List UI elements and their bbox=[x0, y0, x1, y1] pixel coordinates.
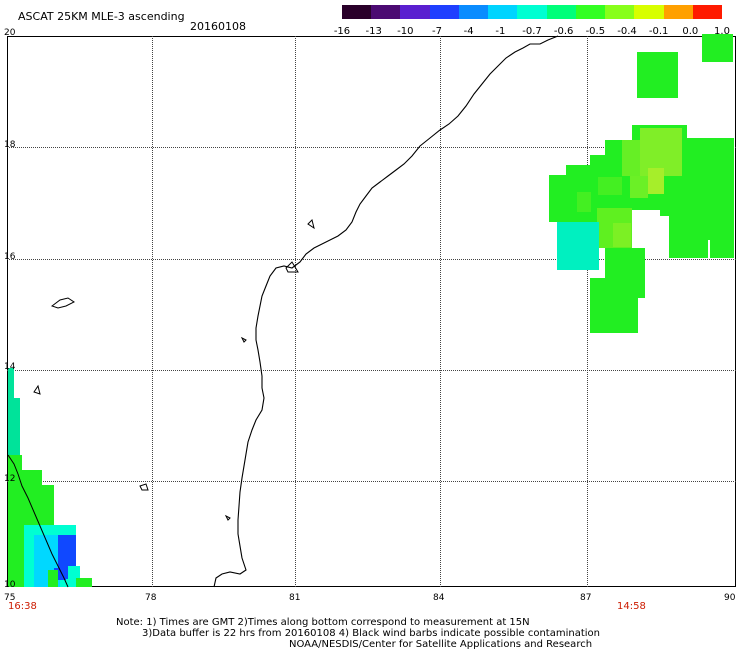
gridline-lat-18 bbox=[7, 147, 736, 148]
coastline-west bbox=[7, 454, 69, 588]
colorbar-cell bbox=[342, 5, 372, 19]
colorbar-label: -13 bbox=[365, 26, 382, 37]
colorbar-label: -0.1 bbox=[648, 26, 669, 37]
colorbar-label: -0.4 bbox=[617, 26, 637, 37]
lat-label-14: 14 bbox=[4, 362, 16, 372]
product-date: 20160108 bbox=[190, 20, 246, 33]
lon-label-78: 78 bbox=[145, 593, 157, 603]
colorbar-label: -1 bbox=[495, 26, 506, 37]
colorbar-label: 1.0 bbox=[714, 26, 730, 37]
lon-label-75: 75 bbox=[4, 593, 16, 603]
colorbar-cell bbox=[605, 5, 635, 19]
lon-label-84: 84 bbox=[433, 593, 445, 603]
colorbar-cell bbox=[546, 5, 577, 19]
colorbar-cell bbox=[634, 5, 665, 19]
colorbar-label: 0.0 bbox=[682, 26, 699, 37]
colorbar-label: -16 bbox=[333, 26, 351, 37]
colorbar-label: -7 bbox=[432, 26, 442, 37]
lat-label-18: 18 bbox=[4, 140, 16, 150]
lat-label-16: 16 bbox=[4, 252, 16, 262]
colorbar: -16 -13 -10 -7 -4 -1 -0.7 -0.6 -0.5 -0.4 -0.1 0.0 1.… bbox=[0, 0, 740, 40]
gridline-lon-81 bbox=[295, 36, 296, 587]
gridline-lat-16 bbox=[7, 259, 736, 260]
map-frame bbox=[7, 36, 736, 587]
gridline-lon-87 bbox=[587, 36, 588, 587]
product-title: ASCAT 25KM MLE-3 ascending bbox=[18, 10, 185, 23]
colorbar-cell bbox=[517, 5, 548, 19]
note-line-2: 3)Data buffer is 22 hrs from 20160108 4)… bbox=[142, 628, 600, 639]
lon-label-90: 90 bbox=[724, 593, 736, 603]
colorbar-cell bbox=[371, 5, 401, 19]
wind-data-northeast bbox=[549, 34, 734, 333]
note-line-3: NOAA/NESDIS/Center for Satellite Applica… bbox=[289, 639, 593, 650]
lon-label-81: 81 bbox=[289, 593, 301, 603]
time-label-left: 16:38 bbox=[8, 601, 37, 612]
colorbar-cell bbox=[488, 5, 518, 19]
colorbar-label: -0.6 bbox=[553, 26, 574, 37]
coastline-east-india bbox=[213, 35, 559, 588]
gridline-lon-84 bbox=[440, 36, 441, 587]
colorbar-label: -0.5 bbox=[585, 26, 606, 37]
lat-label-12: 12 bbox=[4, 474, 16, 484]
island-bay bbox=[50, 297, 75, 309]
gridline-lat-14 bbox=[7, 370, 736, 371]
colorbar-label: -10 bbox=[397, 26, 414, 37]
colorbar-cell bbox=[400, 5, 431, 19]
colorbar-cell bbox=[692, 5, 723, 19]
gridline-lat-12 bbox=[7, 481, 736, 482]
colorbar-cell bbox=[458, 5, 489, 19]
colorbar-cell bbox=[575, 5, 606, 19]
time-label-right: 14:58 bbox=[617, 601, 646, 612]
lat-label-20: 20 bbox=[4, 28, 16, 38]
colorbar-label: -0.7 bbox=[522, 26, 542, 37]
colorbar-cell bbox=[663, 5, 694, 19]
lat-label-10: 10 bbox=[4, 580, 16, 590]
note-line-1: Note: 1) Times are GMT 2)Times along bot… bbox=[116, 617, 530, 628]
lon-label-87: 87 bbox=[580, 593, 592, 603]
gridline-lon-78 bbox=[152, 36, 153, 587]
colorbar-cell bbox=[429, 5, 460, 19]
colorbar-label: -4 bbox=[463, 26, 474, 37]
wind-data-southwest bbox=[8, 368, 92, 587]
